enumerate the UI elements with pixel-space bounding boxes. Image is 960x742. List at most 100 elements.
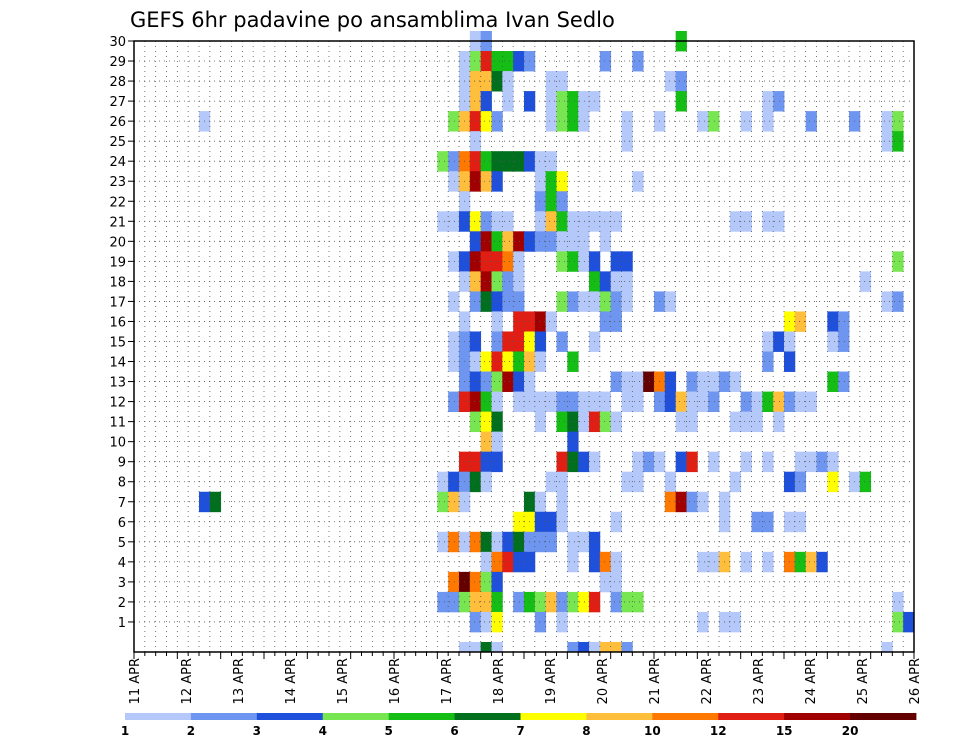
heatmap-cell [513, 371, 525, 392]
heatmap-cell [502, 71, 514, 92]
y-tick-label: 19 [109, 255, 126, 270]
heatmap-cell [469, 71, 482, 92]
heatmap-cell [610, 211, 622, 232]
colorbar-label: 12 [710, 724, 727, 738]
x-tick-label: 15 APR [336, 658, 351, 704]
heatmap-cell [469, 451, 482, 473]
heatmap-cell [513, 591, 525, 613]
heatmap-cell [599, 51, 612, 72]
heatmap-cell [534, 511, 547, 533]
heatmap-cell [480, 91, 492, 112]
heatmap-cell [448, 331, 460, 352]
heatmap-cell [794, 471, 807, 493]
heatmap-cell [599, 551, 612, 573]
heatmap-cell [459, 641, 471, 653]
y-tick-label: 9 [118, 456, 126, 471]
heatmap-cell [827, 331, 839, 352]
y-tick-label: 4 [118, 556, 126, 571]
colorbar-label: 5 [384, 724, 392, 738]
heatmap-cell [675, 71, 687, 92]
heatmap-cell [729, 211, 742, 232]
y-tick-label: 18 [109, 275, 126, 290]
heatmap-cell [740, 211, 752, 232]
heatmap-cell [599, 291, 612, 312]
heatmap-cell [827, 451, 839, 473]
heatmap-cell [480, 171, 492, 192]
y-tick-label: 21 [109, 215, 126, 230]
heatmap-cell [469, 131, 482, 152]
heatmap-cell [513, 511, 525, 533]
colorbar-label: 6 [450, 724, 458, 738]
heatmap-cell [480, 391, 492, 412]
heatmap-cell [491, 171, 503, 192]
heatmap-cell [621, 591, 633, 613]
heatmap-cell [469, 611, 482, 633]
heatmap-cell [480, 111, 492, 132]
heatmap-cell [556, 191, 568, 212]
x-tick-label: 24 APR [804, 658, 819, 704]
heatmap-cell [621, 391, 633, 412]
x-tick-label: 23 APR [752, 658, 767, 704]
heatmap-cell [567, 551, 579, 573]
heatmap-cell [448, 571, 460, 593]
heatmap-cell [729, 471, 742, 493]
heatmap-cell [643, 371, 655, 392]
heatmap-cell [675, 451, 687, 473]
heatmap-cell [816, 551, 828, 573]
colorbar-swatch [784, 713, 851, 720]
heatmap-cell [534, 191, 547, 212]
heatmap-cell [664, 71, 677, 92]
heatmap-cell [567, 591, 579, 613]
heatmap-cell [491, 291, 503, 312]
heatmap-cell [469, 411, 482, 433]
heatmap-cell [567, 391, 579, 412]
heatmap-cell [545, 231, 557, 252]
y-tick-label: 20 [109, 235, 126, 250]
heatmap-cell [892, 611, 904, 633]
heatmap-cell [491, 641, 503, 653]
heatmap-cell [621, 131, 633, 152]
heatmap-cell [567, 211, 579, 232]
heatmap-cell [773, 91, 785, 112]
heatmap-cell [556, 591, 568, 613]
x-tick-label: 25 APR [856, 658, 871, 704]
heatmap-cell [437, 211, 449, 232]
heatmap-cell [621, 641, 633, 653]
heatmap-cell [567, 231, 579, 252]
heatmap-cell [578, 411, 590, 433]
heatmap-cell [491, 331, 503, 352]
heatmap-cell [610, 251, 622, 272]
heatmap-cell [491, 391, 503, 412]
heatmap-cell [805, 111, 817, 132]
x-tick-label: 19 APR [544, 658, 559, 704]
heatmap-cell [664, 471, 677, 493]
y-tick-label: 27 [109, 95, 126, 110]
heatmap-cell [567, 111, 579, 132]
heatmap-cell [502, 51, 514, 72]
heatmap-cell [556, 251, 568, 272]
heatmap-cell [708, 391, 720, 412]
heatmap-cell [567, 531, 579, 553]
heatmap-cell [729, 611, 742, 633]
heatmap-cell [502, 151, 514, 172]
heatmap-cell [469, 641, 482, 653]
heatmap-cell [448, 251, 460, 272]
heatmap-cell [578, 641, 590, 653]
heatmap-cell [534, 611, 547, 633]
heatmap-cell [491, 531, 503, 553]
heatmap-cell [469, 591, 482, 613]
heatmap-cell [751, 511, 763, 533]
heatmap-cell [881, 641, 893, 653]
heatmap-cell [578, 391, 590, 412]
heatmap-cell [762, 551, 774, 573]
heatmap-cell [773, 211, 785, 232]
y-tick-label: 17 [109, 295, 126, 310]
heatmap-cell [881, 291, 893, 312]
heatmap-cell [491, 271, 503, 292]
x-axis: 11 APR 12 APR 13 APR 14 APR 15 APR 16 APR 17 A… [128, 652, 923, 704]
heatmap-cell [740, 451, 752, 473]
heatmap-cell [480, 571, 492, 593]
heatmap-cell [502, 531, 514, 553]
x-tick-label: 13 APR [232, 658, 247, 704]
